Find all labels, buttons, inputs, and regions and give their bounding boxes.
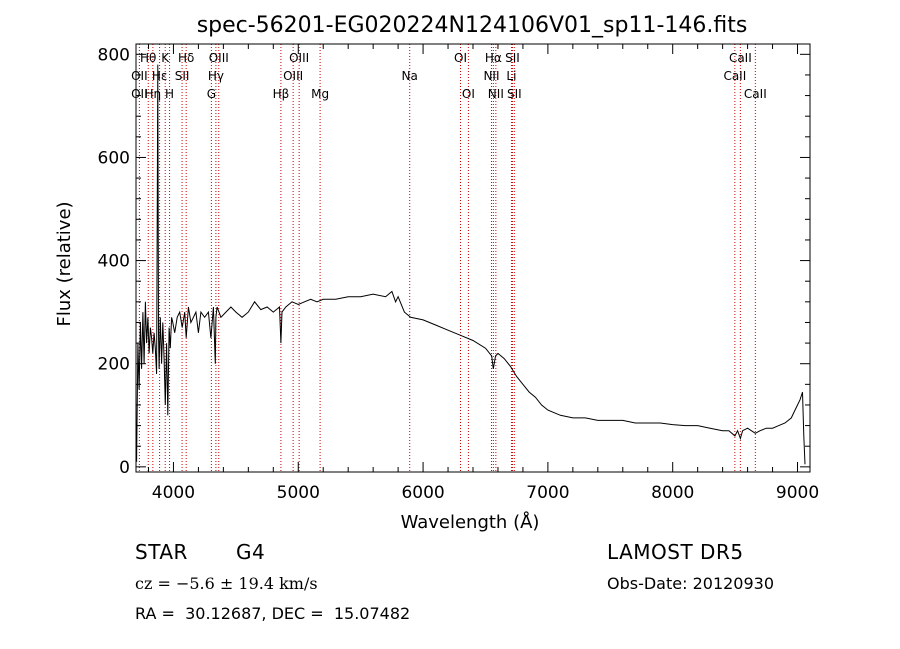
obs-date: Obs-Date: 20120930: [607, 574, 775, 593]
line-label: SII: [507, 87, 522, 101]
line-label: Hγ: [208, 69, 224, 83]
coordinates: RA = 30.12687, DEC = 15.07482: [135, 604, 411, 623]
line-label: OIII: [289, 51, 309, 65]
line-label: CaII: [744, 87, 767, 101]
line-label: G: [207, 87, 216, 101]
line-label: CaII: [729, 51, 752, 65]
y-axis-label: Flux (relative): [54, 201, 75, 326]
plot-frame: [135, 43, 811, 473]
redshift-text: cz = −5.6 ± 19.4 km/s: [135, 574, 318, 593]
line-label: Na: [402, 69, 418, 83]
line-label: OII: [131, 87, 148, 101]
line-label: NII: [488, 87, 504, 101]
x-tick-label: 4000: [152, 483, 195, 503]
chart-title: spec-56201-EG020224N124106V01_sp11-146.f…: [197, 13, 748, 38]
line-label: SII: [505, 51, 520, 65]
line-label: OIII: [209, 51, 229, 65]
line-label: Hε: [152, 69, 168, 83]
object-subclass: G4: [236, 540, 266, 564]
x-axis-ticks: 4000 5000 6000 7000 8000 9000: [147, 44, 819, 503]
y-tick-label: 0: [119, 458, 130, 478]
x-tick-label: 5000: [277, 483, 320, 503]
line-label: Hδ: [178, 51, 194, 65]
line-label: Hθ: [140, 51, 156, 65]
y-tick-label: 400: [98, 252, 130, 272]
line-label: Mg: [311, 87, 329, 101]
line-label: Li: [506, 69, 516, 83]
line-markers: [138, 44, 756, 472]
line-label: CaII: [723, 69, 746, 83]
line-label: H: [165, 87, 174, 101]
x-tick-label: 6000: [401, 483, 444, 503]
line-label: K: [161, 51, 170, 65]
line-label: Hβ: [273, 87, 290, 101]
x-tick-label: 7000: [526, 483, 569, 503]
y-tick-label: 800: [98, 45, 130, 65]
y-tick-label: 600: [98, 148, 130, 168]
x-tick-label: 9000: [776, 483, 819, 503]
x-axis-label: Wavelength (Å): [401, 511, 540, 533]
line-label: NII: [483, 69, 499, 83]
x-tick-label: 8000: [651, 483, 694, 503]
line-label: OIII: [283, 69, 303, 83]
line-label: Hα: [485, 51, 502, 65]
y-tick-label: 200: [98, 355, 130, 375]
y-axis-ticks: 0 200 400 600 800: [98, 45, 810, 478]
line-label: OI: [454, 51, 467, 65]
spectrum-line: [136, 64, 806, 465]
line-label: SII: [175, 69, 190, 83]
spectrum-chart: spec-56201-EG020224N124106V01_sp11-146.f…: [54, 13, 819, 533]
object-type: STAR: [135, 540, 188, 564]
survey-label: LAMOST DR5: [607, 540, 744, 564]
line-label: Hη: [145, 87, 162, 101]
line-label: OI: [462, 87, 475, 101]
line-label: OII: [131, 69, 148, 83]
